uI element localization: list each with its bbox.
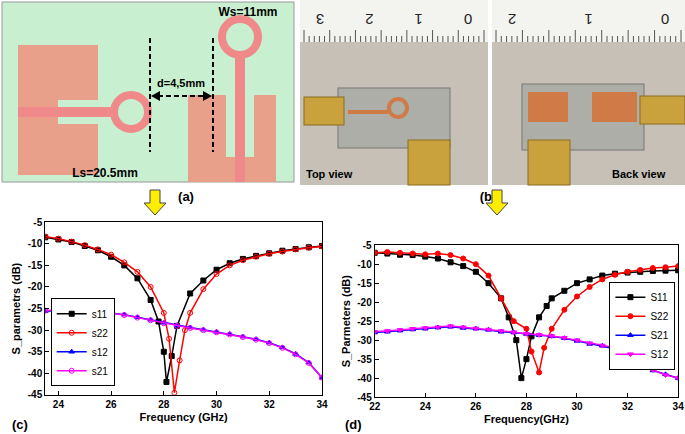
svg-text:-5: -5 [363, 240, 372, 251]
svg-text:-35: -35 [357, 354, 372, 365]
svg-text:-45: -45 [357, 392, 372, 403]
svg-text:d=4,5mm: d=4,5mm [157, 77, 205, 89]
svg-text:Ws=11mm: Ws=11mm [218, 5, 277, 19]
svg-text:30: 30 [211, 399, 223, 410]
svg-text:34: 34 [673, 401, 685, 412]
svg-text:24: 24 [53, 399, 65, 410]
svg-text:S_parametrs (dB): S_parametrs (dB) [10, 262, 22, 354]
svg-text:-25: -25 [28, 303, 43, 314]
svg-text:Back view: Back view [612, 168, 666, 180]
svg-text:-25: -25 [357, 316, 372, 327]
svg-text:2: 2 [508, 11, 516, 28]
svg-text:1: 1 [414, 11, 422, 28]
svg-text:-20: -20 [28, 281, 43, 292]
svg-text:-30: -30 [357, 335, 372, 346]
svg-text:1: 1 [584, 11, 592, 28]
svg-text:34: 34 [316, 399, 328, 410]
svg-text:32: 32 [264, 399, 276, 410]
svg-text:-45: -45 [28, 389, 43, 400]
svg-text:(d): (d) [345, 417, 362, 432]
svg-text:-15: -15 [357, 278, 372, 289]
svg-text:30: 30 [571, 401, 583, 412]
svg-text:-30: -30 [28, 325, 43, 336]
svg-text:24: 24 [420, 401, 432, 412]
svg-text:S22: S22 [650, 311, 668, 322]
svg-text:22: 22 [369, 401, 381, 412]
svg-text:-40: -40 [357, 373, 372, 384]
svg-text:(c): (c) [12, 417, 28, 432]
svg-text:S_Parmeters (dB): S_Parmeters (dB) [340, 275, 352, 368]
svg-text:Top view: Top view [306, 168, 353, 180]
svg-text:28: 28 [521, 401, 533, 412]
svg-text:S12: S12 [650, 349, 668, 360]
svg-text:28: 28 [158, 399, 170, 410]
svg-text:Frequency(GHz): Frequency(GHz) [484, 413, 569, 425]
svg-text:s11: s11 [92, 309, 108, 320]
svg-text:26: 26 [106, 399, 118, 410]
svg-text:(a): (a) [178, 189, 194, 204]
svg-text:Frequency (GHz): Frequency (GHz) [140, 411, 228, 423]
svg-text:-5: -5 [33, 217, 42, 228]
svg-text:2: 2 [365, 11, 373, 28]
svg-text:S11: S11 [650, 292, 667, 303]
svg-text:s12: s12 [92, 347, 109, 358]
svg-text:3: 3 [316, 11, 324, 28]
svg-text:-40: -40 [28, 368, 43, 379]
svg-text:-35: -35 [28, 346, 43, 357]
svg-text:-15: -15 [28, 260, 43, 271]
svg-text:Ls=20.5mm: Ls=20.5mm [72, 166, 138, 180]
svg-text:32: 32 [622, 401, 634, 412]
svg-text:(b): (b) [480, 189, 497, 204]
svg-text:-20: -20 [357, 297, 372, 308]
svg-text:0: 0 [661, 11, 669, 28]
svg-text:-10: -10 [357, 259, 372, 270]
svg-text:26: 26 [470, 401, 482, 412]
svg-text:0: 0 [464, 11, 472, 28]
svg-text:s22: s22 [92, 328, 109, 339]
svg-text:s21: s21 [92, 366, 109, 377]
svg-text:-10: -10 [28, 238, 43, 249]
svg-text:S21: S21 [650, 330, 668, 341]
